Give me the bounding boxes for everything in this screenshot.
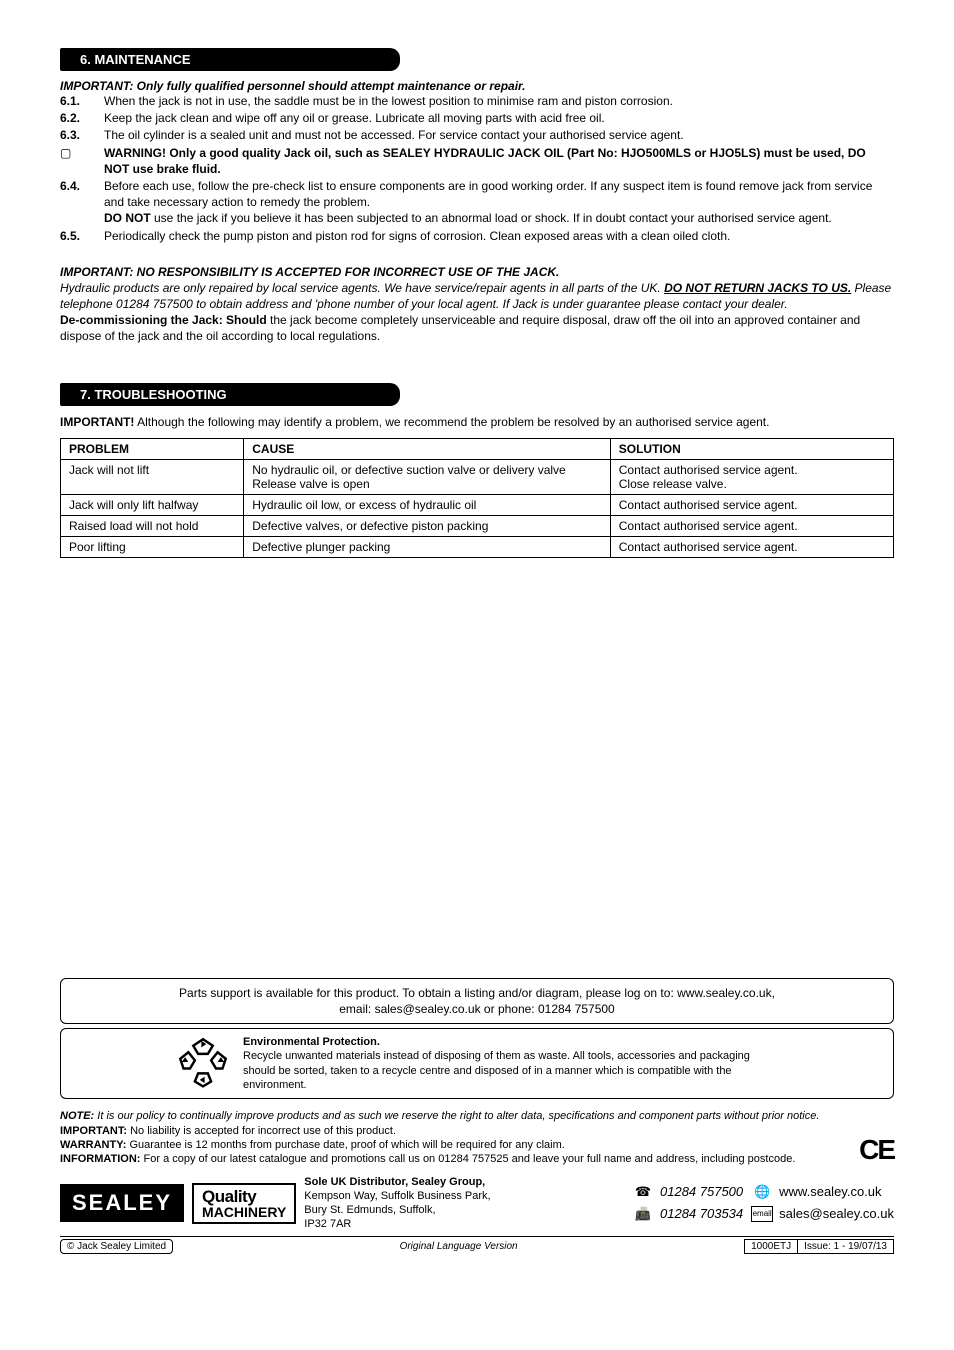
table-cell: Defective plunger packing	[244, 536, 611, 557]
troubleshoot-important: IMPORTANT!	[60, 415, 134, 429]
item-6-4-line1: Before each use, follow the pre-check li…	[104, 179, 872, 209]
decommissioning: De-commissioning the Jack: Should the ja…	[60, 312, 894, 344]
original-language: Original Language Version	[173, 1241, 744, 1252]
table-cell: No hydraulic oil, or defective suction v…	[244, 459, 611, 494]
warning-text: WARNING! Only a good quality Jack oil, s…	[104, 145, 894, 177]
environmental-box: Environmental Protection. Recycle unwant…	[60, 1028, 894, 1099]
note-post: It is our policy to continually improve …	[94, 1110, 819, 1122]
web-icon: 🌐	[751, 1184, 773, 1200]
troubleshoot-intro-post: Although the following may identify a pr…	[134, 415, 769, 429]
notes-block: NOTE: It is our policy to continually im…	[60, 1109, 894, 1166]
addr-line1: Sole UK Distributor, Sealey Group,	[304, 1176, 485, 1188]
copyright-pill: © Jack Sealey Limited	[60, 1239, 173, 1254]
ce-mark-icon: CE	[859, 1132, 894, 1168]
warning-icon: ▢	[60, 145, 104, 177]
hydraulic-note: Hydraulic products are only repaired by …	[60, 280, 894, 312]
bottom-line: © Jack Sealey Limited Original Language …	[60, 1236, 894, 1254]
model-number: 1000ETJ	[744, 1239, 798, 1254]
parts-line1: Parts support is available for this prod…	[179, 986, 775, 1000]
th-cause: CAUSE	[244, 438, 611, 459]
email-address: sales@sealey.co.uk	[779, 1203, 894, 1225]
addr-line2: Kempson Way, Suffolk Business Park,	[304, 1190, 490, 1202]
table-row: Jack will only lift halfwayHydraulic oil…	[61, 494, 894, 515]
table-cell: Contact authorised service agent.Close r…	[610, 459, 893, 494]
imp-pre: IMPORTANT:	[60, 1125, 127, 1137]
quality-machinery-badge: Quality MACHINERY	[192, 1183, 296, 1224]
sealey-logo: SEALEY	[60, 1184, 184, 1222]
machinery-label: MACHINERY	[202, 1205, 286, 1219]
table-cell: Hydraulic oil low, or excess of hydrauli…	[244, 494, 611, 515]
env-title: Environmental Protection.	[243, 1035, 777, 1049]
table-cell: Jack will only lift halfway	[61, 494, 244, 515]
parts-line2: email: sales@sealey.co.uk or phone: 0128…	[339, 1002, 614, 1016]
phone-number: 01284 757500	[660, 1181, 743, 1203]
footer-strip: SEALEY Quality MACHINERY Sole UK Distrib…	[60, 1175, 894, 1232]
item-text-6-4: Before each use, follow the pre-check li…	[104, 178, 894, 227]
important-responsibility: IMPORTANT: NO RESPONSIBILITY IS ACCEPTED…	[60, 264, 894, 280]
fax-number: 01284 703534	[660, 1203, 743, 1225]
table-cell: Contact authorised service agent.	[610, 515, 893, 536]
quality-label: Quality	[202, 1188, 286, 1205]
do-not-label: DO NOT	[104, 211, 151, 225]
hydraulic-note-a: Hydraulic products are only repaired by …	[60, 281, 664, 295]
parts-support-box: Parts support is available for this prod…	[60, 978, 894, 1024]
addr-line3: Bury St. Edmunds, Suffolk,	[304, 1204, 435, 1216]
item-num-6-5: 6.5.	[60, 228, 104, 244]
distributor-address: Sole UK Distributor, Sealey Group, Kemps…	[304, 1175, 624, 1232]
contact-phone-fax: ☎ 01284 757500 📠 01284 703534	[632, 1181, 743, 1225]
phone-icon: ☎	[632, 1184, 654, 1200]
section-7-header: 7. TROUBLESHOOTING	[60, 383, 400, 406]
item-num-6-3: 6.3.	[60, 127, 104, 143]
info-pre: INFORMATION:	[60, 1153, 140, 1165]
decommissioning-pre: De-commissioning the Jack: Should	[60, 313, 267, 327]
fax-icon: 📠	[632, 1206, 654, 1222]
issue-date: Issue: 1 - 19/07/13	[798, 1239, 894, 1254]
warr-pre: WARRANTY:	[60, 1139, 126, 1151]
info-post: For a copy of our latest catalogue and p…	[140, 1153, 795, 1165]
item-text-6-3: The oil cylinder is a sealed unit and mu…	[104, 127, 894, 143]
troubleshooting-table: PROBLEM CAUSE SOLUTION Jack will not lif…	[60, 438, 894, 558]
table-row: Jack will not liftNo hydraulic oil, or d…	[61, 459, 894, 494]
item-6-4-line2: use the jack if you believe it has been …	[151, 211, 832, 225]
table-cell: Jack will not lift	[61, 459, 244, 494]
recycle-icon	[177, 1036, 229, 1091]
item-text-6-2: Keep the jack clean and wipe off any oil…	[104, 110, 894, 126]
table-row: Raised load will not holdDefective valve…	[61, 515, 894, 536]
item-num-6-1: 6.1.	[60, 93, 104, 109]
env-body: Recycle unwanted materials instead of di…	[243, 1049, 777, 1092]
imp-post: No liability is accepted for incorrect u…	[127, 1125, 396, 1137]
do-not-return: DO NOT RETURN JACKS TO US.	[664, 281, 851, 295]
table-cell: Raised load will not hold	[61, 515, 244, 536]
table-row: Poor liftingDefective plunger packingCon…	[61, 536, 894, 557]
item-text-6-5: Periodically check the pump piston and p…	[104, 228, 894, 244]
item-text-6-1: When the jack is not in use, the saddle …	[104, 93, 894, 109]
table-cell: Contact authorised service agent.	[610, 536, 893, 557]
email-icon: email	[751, 1206, 773, 1222]
th-problem: PROBLEM	[61, 438, 244, 459]
item-num-6-4: 6.4.	[60, 178, 104, 227]
important-personnel: IMPORTANT: Only fully qualified personne…	[60, 79, 894, 93]
section-6-header: 6. MAINTENANCE	[60, 48, 400, 71]
warr-post: Guarantee is 12 months from purchase dat…	[126, 1139, 564, 1151]
note-pre: NOTE:	[60, 1110, 94, 1122]
table-cell: Poor lifting	[61, 536, 244, 557]
table-cell: Contact authorised service agent.	[610, 494, 893, 515]
item-num-6-2: 6.2.	[60, 110, 104, 126]
th-solution: SOLUTION	[610, 438, 893, 459]
contact-web-email: 🌐 www.sealey.co.uk email sales@sealey.co.u…	[751, 1181, 894, 1225]
website-url: www.sealey.co.uk	[779, 1181, 881, 1203]
troubleshoot-intro: IMPORTANT! Although the following may id…	[60, 414, 894, 430]
table-cell: Defective valves, or defective piston pa…	[244, 515, 611, 536]
addr-line4: IP32 7AR	[304, 1218, 351, 1230]
